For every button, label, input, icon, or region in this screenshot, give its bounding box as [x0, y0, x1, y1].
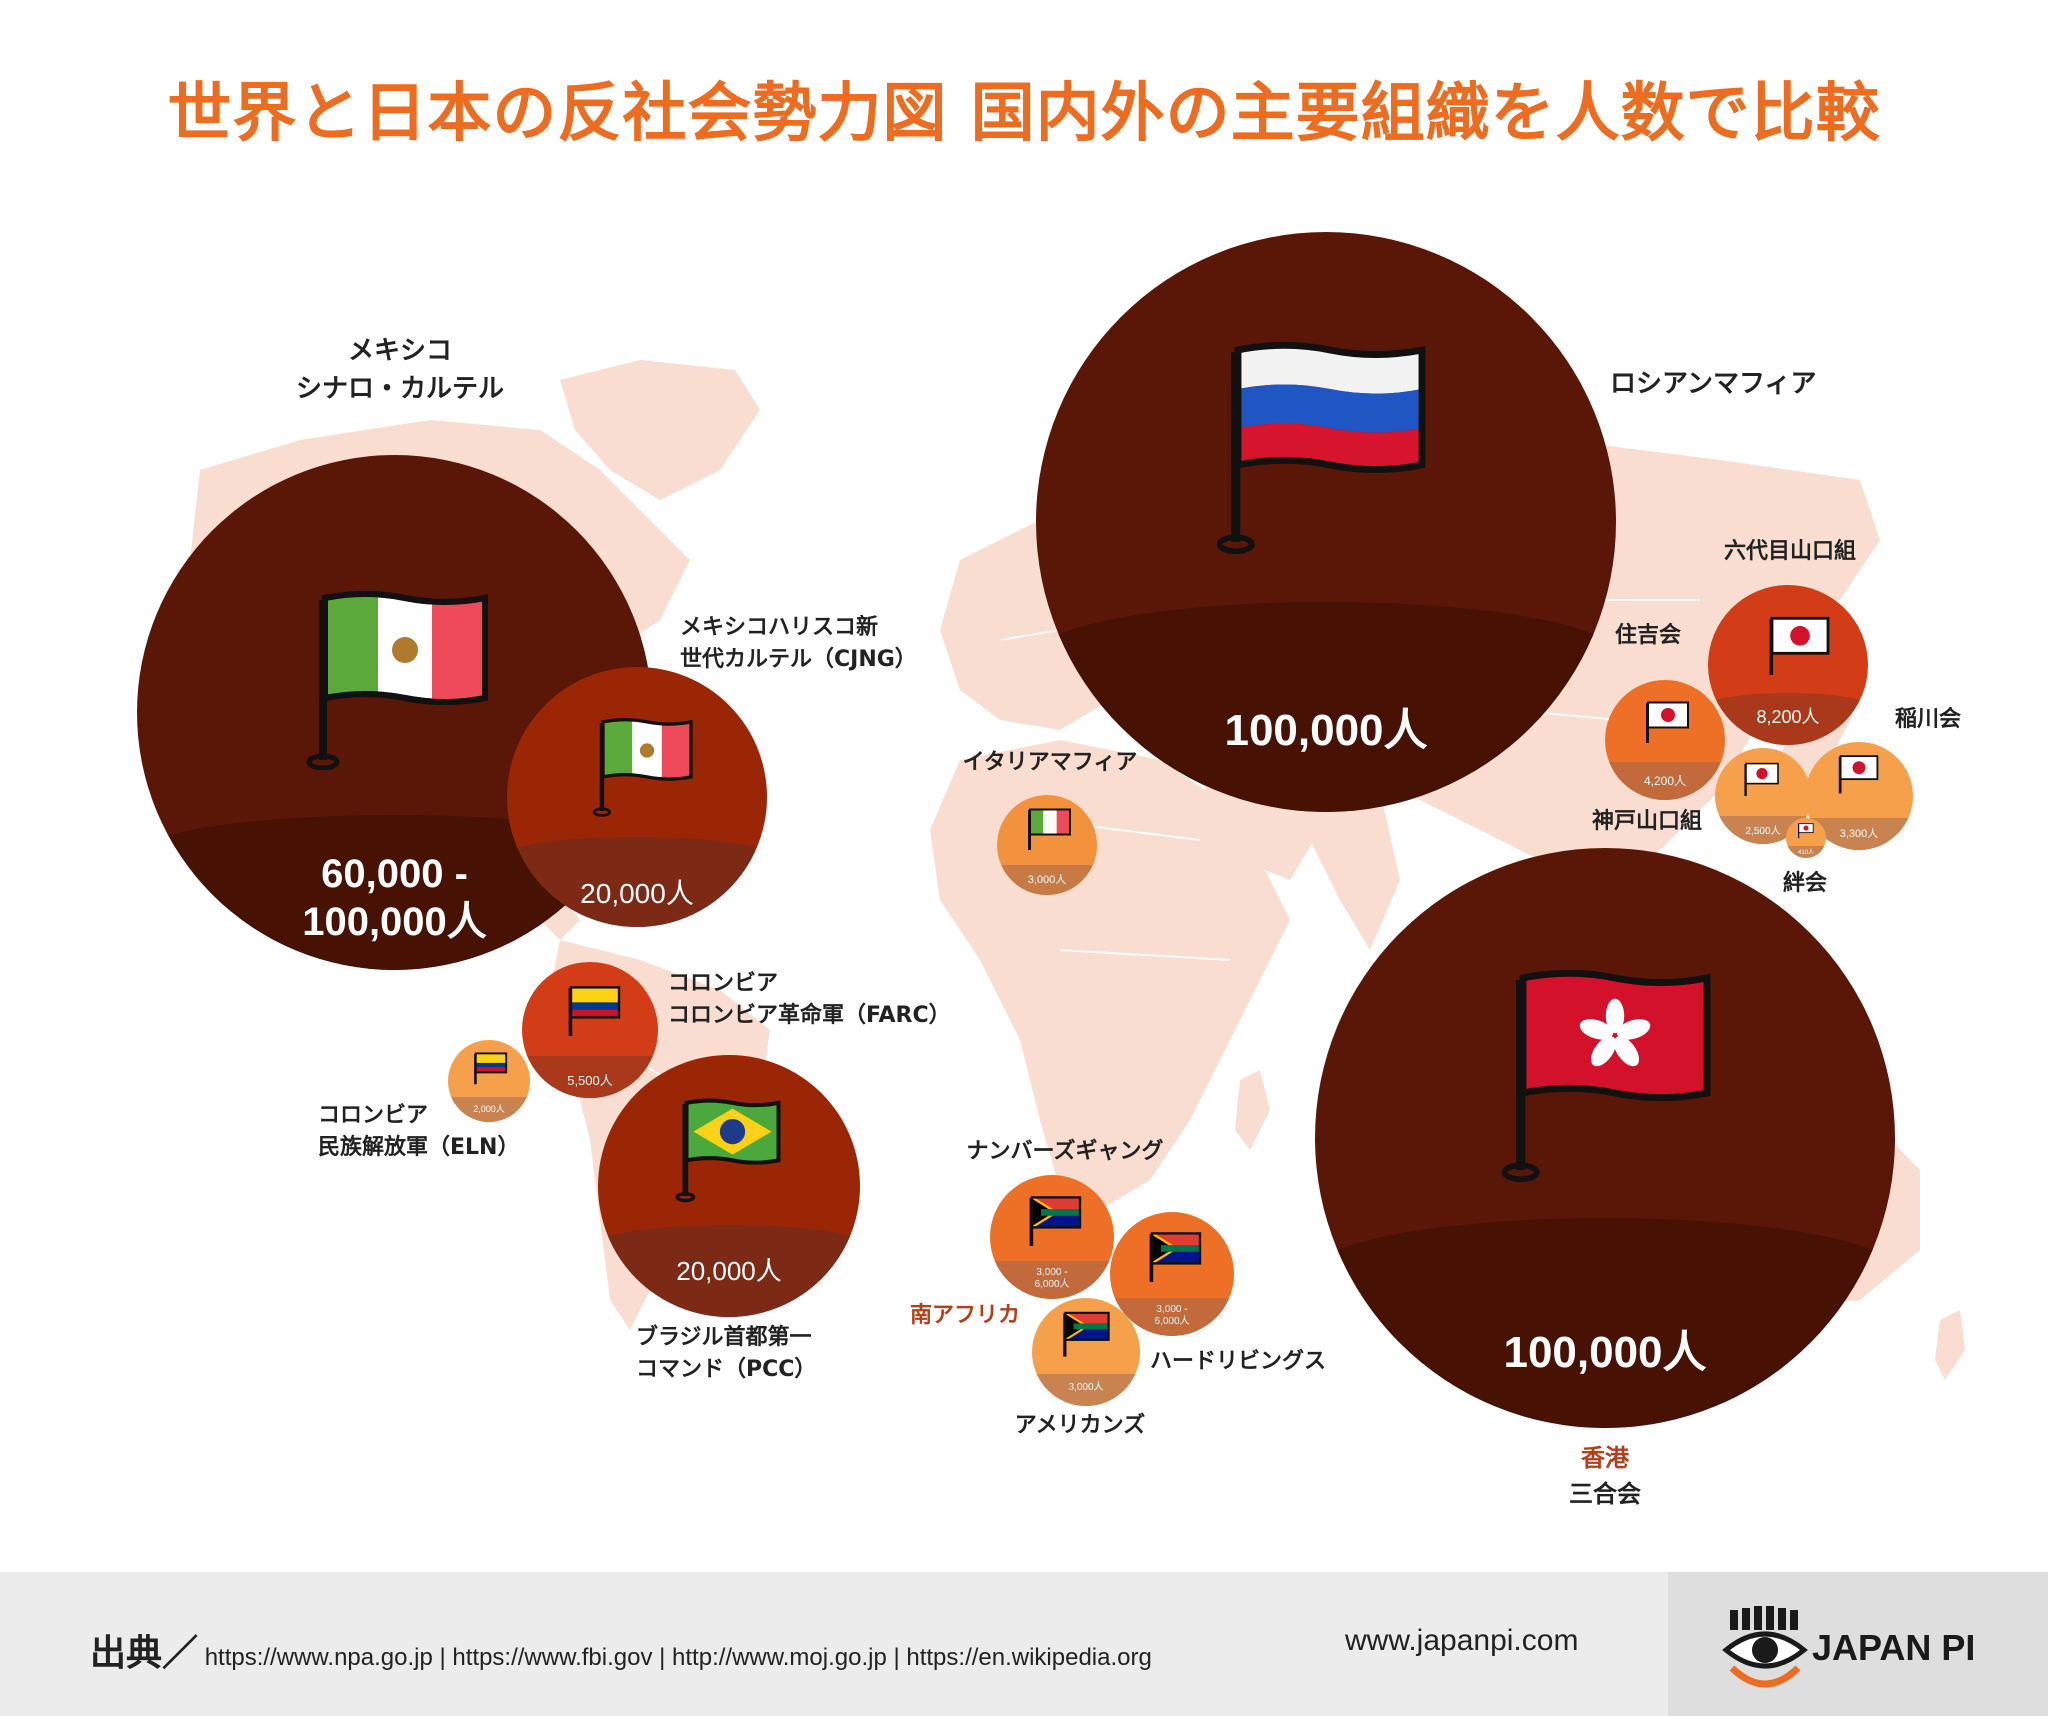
- japan-flag-icon: [1646, 701, 1689, 743]
- value-kobe: 2,500人: [1745, 826, 1781, 837]
- source-label: 出典／: [90, 1633, 199, 1674]
- value-hongkong: 100,000人: [1503, 1328, 1707, 1377]
- value-pcc: 20,000人: [676, 1256, 782, 1286]
- value-americans: 3,000人: [1068, 1382, 1104, 1393]
- label-hongkong: 香港 三合会: [1569, 1444, 1641, 1508]
- value-kizuna: 410人: [1797, 850, 1814, 856]
- hongkong-flag-icon: [1501, 969, 1711, 1183]
- bubble-yamaguchi: 8,200人: [1708, 585, 1868, 745]
- bubble-russia: 100,000人: [1036, 232, 1616, 812]
- label-americans: アメリカンズ: [1014, 1413, 1146, 1438]
- mexico-flag-icon: [592, 718, 693, 817]
- brazil-flag-icon: [675, 1098, 781, 1203]
- russia-flag-icon: [1216, 341, 1426, 555]
- label-yamaguchi: 六代目山口組: [1723, 539, 1856, 564]
- label-italy: イタリアマフィア: [962, 750, 1138, 775]
- value-inagawa: 3,300人: [1839, 828, 1879, 840]
- brand-name: JAPAN PI: [1812, 1627, 1976, 1668]
- bubble-numbers: 3,000 - 6,000人: [990, 1175, 1114, 1299]
- label-farc: コロンビア コロンビア革命軍（FARC）: [668, 971, 951, 1028]
- bubble-eln: 2,000人: [448, 1040, 530, 1122]
- value-yamaguchi: 8,200人: [1756, 707, 1820, 727]
- label-russia: ロシアンマフィア: [1610, 369, 1817, 399]
- footer: 出典／ https://www.npa.go.jp | https://www.…: [0, 1572, 2048, 1716]
- japan-flag-icon: [1797, 823, 1814, 839]
- label-hardliving: ハードリビングス: [1150, 1349, 1327, 1374]
- bubble-hongkong: 100,000人: [1315, 848, 1895, 1428]
- label-kobe: 神戸山口組: [1591, 809, 1702, 834]
- label-sumiyoshi: 住吉会: [1614, 623, 1681, 648]
- value-farc: 5,500人: [567, 1073, 613, 1088]
- value-numbers: 3,000 - 6,000人: [1034, 1267, 1070, 1290]
- value-hardliving: 3,000 - 6,000人: [1154, 1304, 1190, 1327]
- label-kizuna: 絆会: [1782, 871, 1827, 896]
- source-links[interactable]: https://www.npa.go.jp | https://www.fbi.…: [204, 1644, 1152, 1671]
- bubble-sumiyoshi: 4,200人: [1605, 680, 1725, 800]
- sources: 出典／ https://www.npa.go.jp | https://www.…: [90, 1624, 1152, 1676]
- label-numbers: ナンバーズギャング: [966, 1139, 1164, 1164]
- label-pcc: ブラジル首都第一 コマンド（PCC）: [636, 1325, 817, 1382]
- value-russia: 100,000人: [1224, 706, 1428, 755]
- colombia-flag-icon: [474, 1052, 508, 1085]
- value-sinaloa: 60,000 - 100,000人: [302, 852, 487, 944]
- colombia-flag-icon: [568, 986, 621, 1036]
- value-italy: 3,000人: [1027, 874, 1067, 886]
- value-cjng: 20,000人: [580, 878, 694, 909]
- japan-flag-icon: [1744, 762, 1779, 796]
- japan-flag-icon: [1769, 616, 1830, 675]
- label-eln: コロンビア 民族解放軍（ELN）: [318, 1103, 520, 1160]
- value-eln: 2,000人: [473, 1104, 505, 1114]
- label-inagawa: 稲川会: [1894, 707, 1961, 732]
- label-south-africa: 南アフリカ: [909, 1303, 1020, 1328]
- bubble-italy: 3,000人: [997, 795, 1097, 895]
- bubble-cjng: 20,000人: [507, 667, 767, 927]
- eye-logo-icon: [1722, 1606, 1808, 1688]
- south-africa-flag-icon: [1063, 1311, 1110, 1357]
- south-africa-flag-icon: [1149, 1232, 1202, 1282]
- bubble-farc: 5,500人: [522, 962, 658, 1098]
- south-africa-flag-icon: [1029, 1196, 1082, 1246]
- website-link[interactable]: www.japanpi.com: [1345, 1624, 1579, 1657]
- label-sinaloa: メキシコ シナロ・カルテル: [295, 336, 504, 404]
- value-sumiyoshi: 4,200人: [1643, 774, 1687, 788]
- italy-flag-icon: [1028, 808, 1071, 850]
- label-cjng: メキシコハリスコ新 世代カルテル（CJNG）: [680, 615, 917, 672]
- page-title: 世界と日本の反社会勢力図 国内外の主要組織を人数で比較: [167, 77, 1881, 151]
- japan-flag-icon: [1838, 755, 1879, 794]
- bubble-pcc: 20,000人: [598, 1055, 860, 1317]
- mexico-flag-icon: [306, 591, 488, 770]
